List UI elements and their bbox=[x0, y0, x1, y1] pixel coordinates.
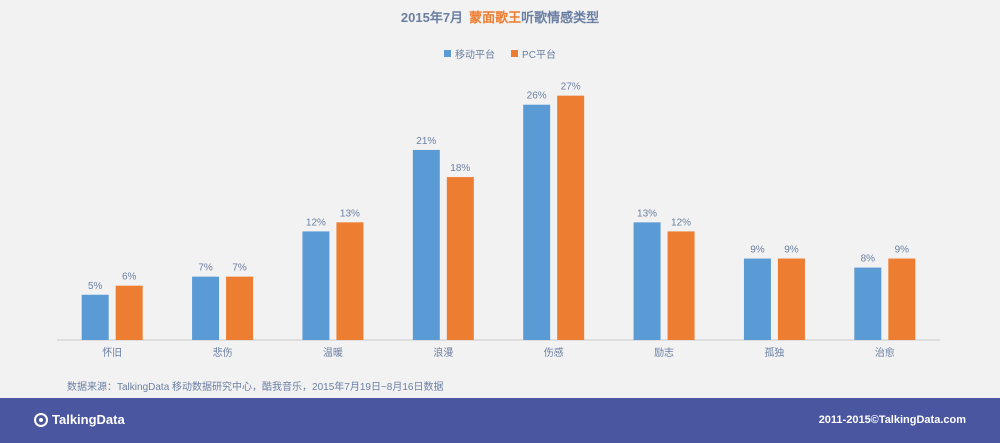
data-label-pc-7: 9% bbox=[895, 245, 910, 256]
bar-pc-4 bbox=[557, 95, 585, 341]
data-label-pc-4: 27% bbox=[561, 82, 581, 93]
x-tick-label-5: 励志 bbox=[654, 346, 674, 359]
data-label-mobile-3: 21% bbox=[416, 136, 436, 147]
bar-pc-6 bbox=[777, 258, 805, 340]
bar-mobile-0 bbox=[81, 294, 109, 340]
bar-pc-7 bbox=[888, 258, 916, 340]
chart-title: 2015年7月 蒙面歌王听歌情感类型 bbox=[0, 7, 1000, 26]
bar-pc-3 bbox=[446, 177, 474, 340]
bar-pc-1 bbox=[226, 276, 254, 340]
data-label-mobile-7: 8% bbox=[861, 254, 876, 265]
legend-label-pc: PC平台 bbox=[522, 50, 556, 61]
x-tick-label-0: 怀旧 bbox=[102, 347, 122, 359]
bar-mobile-4 bbox=[523, 104, 551, 340]
bar-pc-0 bbox=[115, 285, 143, 340]
x-tick-label-7: 治愈 bbox=[875, 346, 895, 359]
title-prefix: 2015年7月 bbox=[400, 10, 464, 25]
data-label-mobile-0: 5% bbox=[88, 281, 103, 292]
bar-mobile-7 bbox=[854, 267, 882, 340]
footer-bar: TalkingData 2011-2015©TalkingData.com bbox=[0, 398, 1000, 443]
legend-label-mobile: 移动平台 bbox=[455, 50, 496, 61]
copyright-text: 2011-2015©TalkingData.com bbox=[818, 414, 966, 426]
legend-item-pc: PC平台 bbox=[511, 46, 556, 61]
bar-chart: 5% 6% 怀旧 7% 7% 悲伤 12% 13% 温暖 21% 18% 浪漫 26% 27% 伤感 13% 1… bbox=[57, 82, 940, 359]
data-label-pc-3: 18% bbox=[450, 163, 470, 174]
chart-legend: 移动平台 PC平台 bbox=[0, 46, 1000, 61]
legend-swatch-pc bbox=[511, 50, 519, 57]
data-label-mobile-6: 9% bbox=[750, 245, 765, 256]
bar-mobile-1 bbox=[192, 276, 220, 340]
x-tick-label-1: 悲伤 bbox=[213, 346, 233, 359]
data-label-mobile-4: 26% bbox=[527, 91, 547, 102]
bar-mobile-5 bbox=[633, 222, 661, 340]
talkingdata-logo-icon bbox=[34, 412, 48, 427]
bar-mobile-6 bbox=[743, 258, 771, 340]
logo-text: TalkingData bbox=[52, 412, 125, 427]
data-label-pc-5: 12% bbox=[671, 217, 691, 228]
x-tick-label-3: 浪漫 bbox=[433, 346, 453, 359]
source-note: 数据来源：TalkingData 移动数据研究中心，酷我音乐，2015年7月19… bbox=[67, 382, 444, 393]
title-highlight: 蒙面歌王 bbox=[469, 10, 522, 25]
data-label-mobile-5: 13% bbox=[637, 208, 657, 219]
bar-pc-2 bbox=[336, 222, 364, 340]
data-label-mobile-2: 12% bbox=[306, 217, 326, 228]
data-label-pc-1: 7% bbox=[232, 263, 247, 274]
bar-pc-5 bbox=[667, 231, 695, 340]
x-tick-label-4: 伤感 bbox=[544, 346, 564, 359]
x-tick-label-2: 温暖 bbox=[323, 346, 343, 359]
legend-swatch-mobile bbox=[444, 50, 452, 57]
data-label-mobile-1: 7% bbox=[198, 263, 213, 274]
title-suffix: 听歌情感类型 bbox=[521, 10, 600, 25]
talkingdata-logo: TalkingData bbox=[34, 412, 125, 427]
data-label-pc-2: 13% bbox=[340, 208, 360, 219]
legend-item-mobile: 移动平台 bbox=[444, 46, 495, 61]
x-tick-label-6: 孤独 bbox=[764, 346, 784, 359]
data-label-pc-0: 6% bbox=[122, 272, 137, 283]
bar-mobile-3 bbox=[412, 149, 440, 340]
data-label-pc-6: 9% bbox=[784, 245, 799, 256]
bar-mobile-2 bbox=[302, 231, 330, 340]
